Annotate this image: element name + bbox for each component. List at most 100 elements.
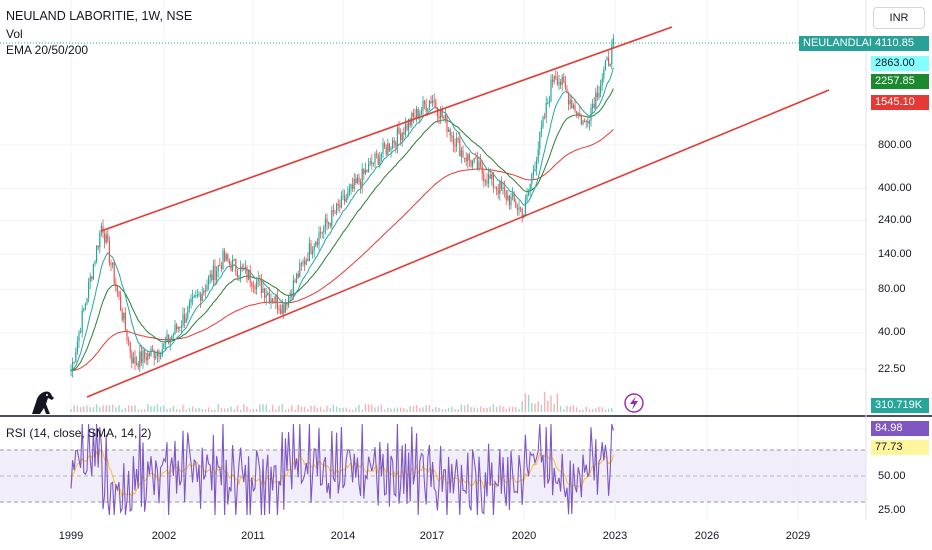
candle-body [552, 79, 554, 82]
volume-bar [351, 409, 354, 412]
volume-bar [415, 405, 418, 412]
candle-body [270, 298, 272, 303]
volume-bar [463, 405, 466, 412]
candle-body [540, 127, 542, 132]
candle-body [515, 201, 517, 209]
volume-bar [204, 409, 207, 412]
candle-body [584, 120, 586, 123]
candle-body [478, 161, 480, 170]
candle-body [467, 154, 469, 162]
candle-body [172, 334, 174, 336]
candle-body [396, 127, 398, 146]
volume-bar [486, 407, 488, 412]
volume-bar [182, 404, 184, 412]
x-tick-label: 2011 [241, 530, 265, 542]
candle-body [140, 351, 142, 363]
candle-body [598, 93, 600, 98]
candle-body [564, 82, 566, 89]
volume-bar [425, 405, 427, 412]
volume-bar [527, 394, 530, 412]
currency-button[interactable]: INR [873, 7, 925, 29]
candle-body [516, 208, 518, 210]
candle-body [611, 45, 613, 65]
candle-body [105, 234, 107, 243]
candle-body [507, 195, 509, 200]
candle-body [342, 195, 344, 197]
y-tick-label: 400.00 [878, 182, 912, 194]
volume-bar [316, 407, 319, 412]
volume-bar [348, 409, 351, 412]
candle-body [595, 92, 597, 108]
candle-body [156, 351, 158, 356]
channel-upper-trendline[interactable] [100, 26, 673, 232]
candle-body [99, 232, 101, 248]
candle-body [404, 124, 406, 135]
candle-body [118, 291, 120, 297]
ema20-tag: 2863.00 [871, 56, 929, 71]
volume-bar [230, 406, 232, 412]
candle-body [251, 282, 253, 286]
ema200-tag: 1545.10 [871, 95, 929, 110]
candle-body [225, 254, 227, 261]
volume-tag: 310.719K [871, 398, 929, 413]
candle-body [219, 265, 221, 267]
volume-bar [601, 407, 603, 412]
candle-body [89, 276, 91, 282]
candle-body [252, 285, 254, 287]
volume-bar [467, 404, 469, 412]
candle-body [73, 361, 75, 363]
candle-body [166, 334, 168, 343]
candle-body [276, 295, 278, 309]
volume-bar [524, 393, 527, 412]
candle-body [244, 267, 246, 270]
candle-body [185, 318, 187, 323]
candle-body [344, 195, 346, 202]
volume-bar [217, 404, 219, 412]
volume-bar [300, 406, 303, 412]
candle-body [492, 173, 494, 188]
candle-body [115, 283, 117, 287]
candle-body [497, 189, 499, 194]
candle-body [124, 312, 126, 330]
candle-body [264, 288, 266, 298]
channel-lower-trendline[interactable] [86, 89, 830, 398]
candle-body [542, 116, 544, 128]
candle-body [81, 310, 83, 333]
candle-body [460, 150, 462, 157]
volume-bar [150, 406, 152, 412]
volume-legend: Vol [6, 27, 23, 41]
volume-bar [79, 407, 82, 412]
volume-bar [588, 408, 591, 412]
candle-body [457, 138, 459, 140]
candle-body [204, 290, 206, 292]
candle-body [259, 277, 261, 280]
volume-bar [121, 409, 123, 412]
volume-bar [70, 409, 72, 412]
candle-body [505, 190, 507, 200]
volume-bar [124, 407, 127, 412]
candle-body [302, 261, 304, 264]
candle-body [300, 263, 302, 265]
candle-body [448, 129, 450, 132]
volume-bar [470, 407, 472, 412]
volume-bar [495, 406, 498, 412]
candle-body [316, 241, 318, 245]
candle-body [326, 218, 328, 224]
symbol-tag: NEULANDLAB [799, 36, 881, 51]
candle-body [328, 222, 330, 224]
candle-body [171, 335, 173, 339]
volume-bar [361, 409, 363, 412]
lightning-icon[interactable] [624, 393, 644, 413]
candle-body [420, 110, 422, 114]
volume-bar [367, 404, 370, 412]
candle-body [556, 78, 558, 85]
candle-body [411, 112, 413, 126]
candle-body [283, 304, 285, 313]
volume-bar [553, 404, 555, 412]
candle-body [393, 140, 395, 143]
candle-body [160, 356, 162, 358]
candle-body [440, 109, 442, 119]
tradingview-dino-logo [32, 391, 54, 414]
candle-body [369, 161, 371, 165]
